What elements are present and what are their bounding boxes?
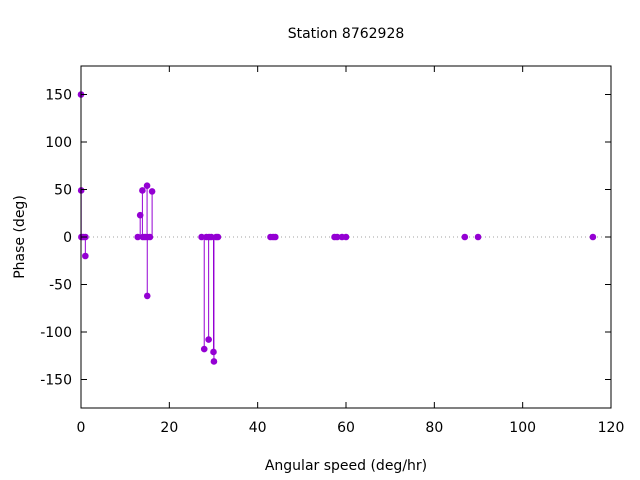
data-point: [198, 233, 205, 241]
chart-title: Station 8762928: [288, 26, 405, 42]
y-tick-label: 100: [45, 135, 72, 151]
data-point: [148, 188, 156, 195]
data-point: [205, 336, 212, 343]
data-point: [134, 233, 142, 241]
data-point: [136, 211, 144, 219]
data-point: [589, 233, 597, 241]
data-point: [207, 233, 215, 241]
y-tick-label: -100: [40, 325, 72, 341]
x-tick-label: 80: [425, 420, 443, 436]
data-point: [200, 345, 208, 353]
y-axis-ticks: -150 -100 -50 0 50 100 150: [40, 88, 611, 389]
y-tick-label: 150: [45, 88, 72, 104]
y-tick-label: -50: [49, 278, 72, 294]
y-tick-label: 0: [63, 230, 72, 246]
x-tick-label: 40: [249, 420, 267, 436]
data-point: [143, 292, 151, 300]
x-tick-label: 60: [337, 420, 355, 436]
impulse-lines: [80, 94, 215, 362]
data-point: [143, 182, 151, 189]
x-axis-label: Angular speed (deg/hr): [265, 458, 427, 474]
data-point: [139, 187, 146, 194]
x-tick-label: 0: [77, 420, 86, 436]
data-point: [82, 252, 89, 260]
x-axis-ticks: 0 20 40 60 80 100 120: [77, 66, 625, 436]
data-point: [342, 233, 350, 241]
y-tick-label: -150: [40, 373, 72, 389]
y-tick-label: 50: [54, 183, 72, 199]
data-point: [333, 233, 341, 241]
y-axis-label: Phase (deg): [12, 195, 28, 279]
data-point: [146, 233, 154, 241]
data-point: [214, 233, 222, 241]
x-tick-label: 100: [509, 420, 536, 436]
x-tick-label: 20: [160, 420, 178, 436]
data-point: [210, 348, 217, 356]
data-point: [474, 233, 482, 241]
x-tick-label: 120: [598, 420, 625, 436]
data-point: [272, 233, 279, 241]
data-point: [461, 233, 469, 241]
data-points: [77, 91, 597, 365]
data-point: [210, 358, 218, 365]
